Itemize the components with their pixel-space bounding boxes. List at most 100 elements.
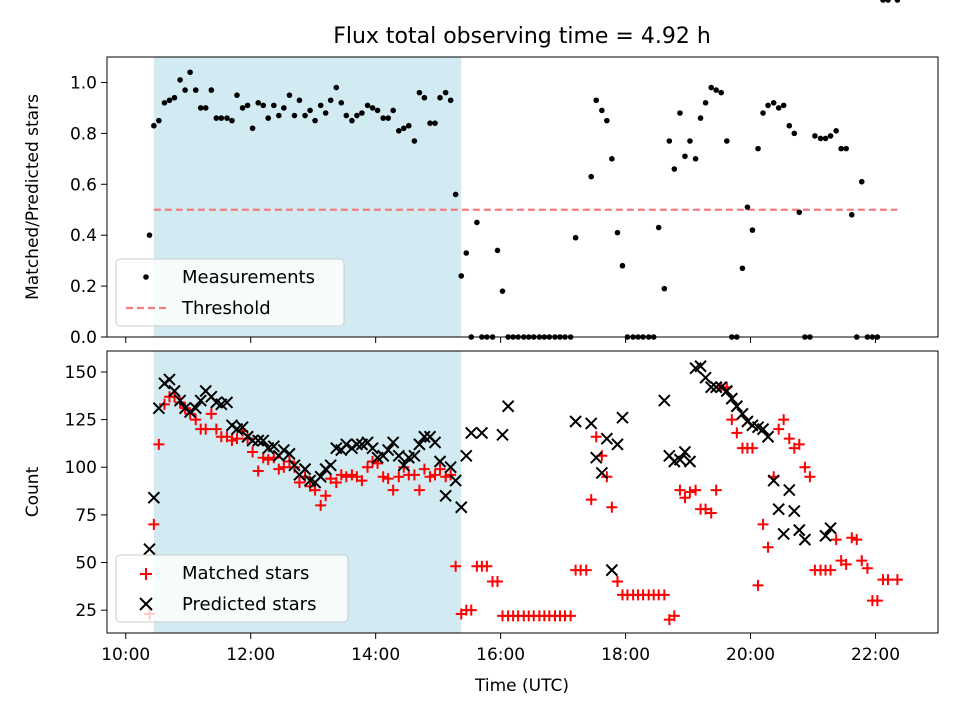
- y-tick-label: 0.4: [70, 226, 97, 246]
- predicted-star-point: [439, 489, 452, 503]
- measurement-point: [364, 102, 371, 109]
- matched-star-point: [590, 431, 602, 443]
- measurement-point: [213, 115, 220, 121]
- measurement-point: [146, 232, 153, 238]
- ratio-legend-box: [115, 258, 345, 327]
- predicted-star-point: [767, 474, 780, 487]
- y-tick-label: 1.0: [70, 73, 97, 93]
- measurement-point: [202, 105, 209, 111]
- measurement-point: [702, 100, 709, 106]
- matched-star-point: [882, 574, 894, 586]
- measurement-point: [271, 102, 277, 109]
- matched-star-point: [429, 469, 441, 481]
- measurement-point: [187, 69, 193, 76]
- measurement-point: [177, 77, 183, 83]
- count-marks: [143, 361, 903, 626]
- predicted-star-point: [569, 415, 582, 428]
- measurement-point: [499, 288, 506, 294]
- matched-star-point: [377, 471, 389, 483]
- matched-star-point: [783, 433, 795, 445]
- measurement-point: [327, 97, 334, 104]
- measurement-point: [349, 117, 355, 124]
- measurement-point: [827, 133, 834, 139]
- matched-star-point: [372, 457, 384, 469]
- measurement-point: [655, 224, 662, 231]
- measurement-point: [442, 89, 449, 96]
- measurement-point: [749, 227, 756, 233]
- measurement-point: [666, 138, 673, 144]
- count-y-ticks: 25 50 75 100 125 150: [65, 363, 107, 621]
- matched-star-point: [611, 576, 623, 588]
- measurement-point: [161, 100, 168, 106]
- y-tick-label: 100: [65, 458, 97, 478]
- measurement-point: [713, 87, 719, 93]
- measurement-point: [224, 115, 230, 121]
- matched-star-point: [293, 476, 305, 488]
- measurement-point: [354, 112, 360, 119]
- y-tick-label: 75: [75, 506, 97, 526]
- predicted-star-point: [283, 447, 296, 461]
- predicted-star-point: [366, 441, 379, 455]
- measurement-point: [374, 107, 381, 114]
- predicted-star-point: [590, 451, 603, 464]
- measurement-point: [447, 97, 454, 104]
- matched-star-point: [861, 562, 873, 574]
- predicted-star-point: [736, 407, 749, 421]
- matched-star-point: [752, 579, 764, 591]
- matched-star-point: [346, 469, 358, 481]
- matched-star-point: [690, 484, 702, 496]
- x-tick-label: 10:00: [101, 645, 150, 665]
- measurement-point: [770, 100, 777, 106]
- predicted-star-point: [683, 455, 697, 468]
- predicted-star-point: [386, 436, 400, 449]
- measurement-point: [296, 97, 303, 104]
- legend-threshold-label: Threshold: [181, 298, 271, 319]
- count-legend-box: [115, 554, 349, 623]
- matched-star-point: [362, 461, 374, 473]
- matched-star-point: [247, 446, 259, 458]
- measurement-point: [400, 125, 407, 132]
- measurement-point: [718, 89, 724, 96]
- predicted-star-point: [173, 394, 187, 407]
- measurement-point: [291, 112, 298, 119]
- measurement-point: [395, 128, 402, 134]
- measurement-point: [671, 166, 678, 172]
- predicted-star-point: [600, 432, 614, 445]
- matched-star-point: [778, 414, 790, 426]
- measurement-point: [588, 173, 595, 180]
- measurement-point: [421, 94, 428, 101]
- matched-star-point: [668, 610, 680, 622]
- matched-star-point: [674, 484, 686, 496]
- matched-star-point: [335, 469, 347, 481]
- predicted-star-point: [444, 461, 457, 474]
- predicted-star-point: [501, 400, 515, 413]
- matched-star-point: [799, 461, 811, 473]
- x-tick-label: 12:00: [226, 645, 275, 665]
- measurement-point: [166, 97, 173, 104]
- measurement-point: [744, 204, 751, 210]
- count-y-axis-label: Count: [23, 466, 43, 517]
- measurement-point: [359, 110, 365, 116]
- measurement-point: [724, 138, 730, 144]
- predicted-star-point: [720, 384, 734, 398]
- predicted-star-point: [277, 443, 291, 457]
- predicted-star-point: [428, 436, 442, 449]
- predicted-star-point: [143, 542, 156, 556]
- matched-star-point: [757, 518, 769, 530]
- measurement-point: [218, 115, 225, 121]
- matched-star-point: [226, 435, 238, 447]
- predicted-star-point: [256, 434, 270, 447]
- matched-star-point: [382, 473, 394, 485]
- measurement-point: [437, 94, 443, 101]
- measurement-point: [322, 110, 329, 116]
- legend-predicted-label: Predicted stars: [182, 594, 316, 615]
- predicted-star-point: [298, 462, 312, 476]
- matched-star-point: [148, 518, 160, 530]
- predicted-star-point: [168, 384, 181, 398]
- measurement-point: [880, 0, 886, 3]
- predicted-star-point: [783, 483, 796, 497]
- y-tick-label: 125: [65, 411, 97, 431]
- measurement-point: [463, 250, 470, 256]
- measurement-point: [614, 229, 621, 236]
